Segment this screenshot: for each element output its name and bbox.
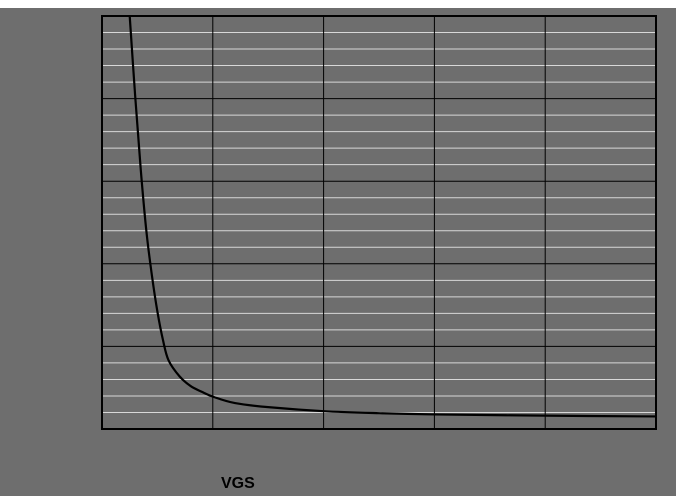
minor-gridlines (102, 32, 656, 413)
major-gridlines (102, 16, 656, 429)
top-border (0, 0, 678, 8)
series-line (128, 15, 657, 418)
right-border (676, 0, 678, 496)
x-axis-label: VGS (221, 475, 255, 492)
plot-frame (101, 15, 657, 430)
